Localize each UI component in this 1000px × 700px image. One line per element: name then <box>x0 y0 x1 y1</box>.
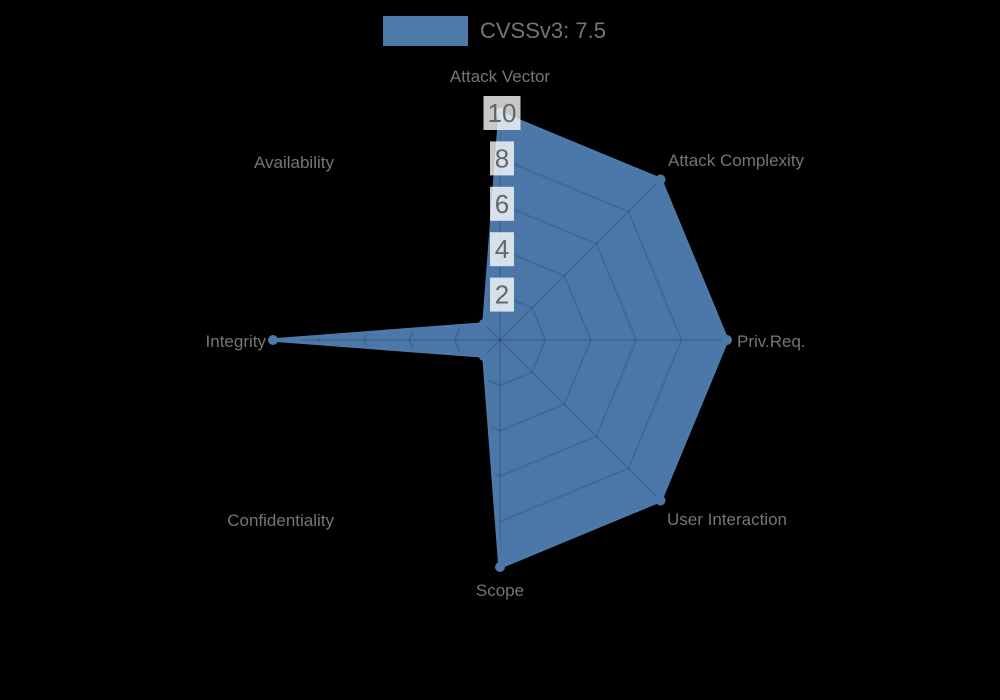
tick-label: 6 <box>495 189 509 219</box>
axis-label-integrity: Integrity <box>206 332 267 351</box>
data-point-marker[interactable] <box>268 335 278 345</box>
tick-label: 2 <box>495 280 509 310</box>
tick-backdrop <box>490 232 514 267</box>
data-point-marker[interactable] <box>722 335 732 345</box>
axis-label-priv-req-: Priv.Req. <box>737 332 806 351</box>
data-point-marker[interactable] <box>478 351 489 362</box>
tick-backdrop <box>490 141 514 176</box>
axis-label-scope: Scope <box>476 581 524 600</box>
data-point-marker[interactable] <box>655 174 666 185</box>
axis-label-user-interaction: User Interaction <box>667 510 787 529</box>
tick-backdrop <box>483 96 521 130</box>
axis-label-confidentiality: Confidentiality <box>227 511 334 530</box>
tick-backdrop <box>490 186 514 221</box>
tick-backdrop <box>490 277 514 312</box>
data-point-marker[interactable] <box>478 318 489 329</box>
radar-fill-polygon <box>273 113 727 567</box>
tick-label: 10 <box>488 98 517 128</box>
radial-ticks: 2 4 6 8 10 <box>483 96 521 312</box>
data-point-marker[interactable] <box>495 562 505 572</box>
legend-swatch <box>383 16 468 46</box>
legend-label: CVSSv3: 7.5 <box>480 18 606 43</box>
axis-label-availability: Availability <box>254 153 335 172</box>
axis-label-attack-complexity: Attack Complexity <box>668 151 805 170</box>
data-point-marker[interactable] <box>655 495 666 506</box>
tick-label: 8 <box>495 143 509 173</box>
tick-label: 4 <box>495 234 509 264</box>
chart-legend-item[interactable]: CVSSv3: 7.5 <box>383 16 606 46</box>
axis-label-attack-vector: Attack Vector <box>450 67 550 86</box>
